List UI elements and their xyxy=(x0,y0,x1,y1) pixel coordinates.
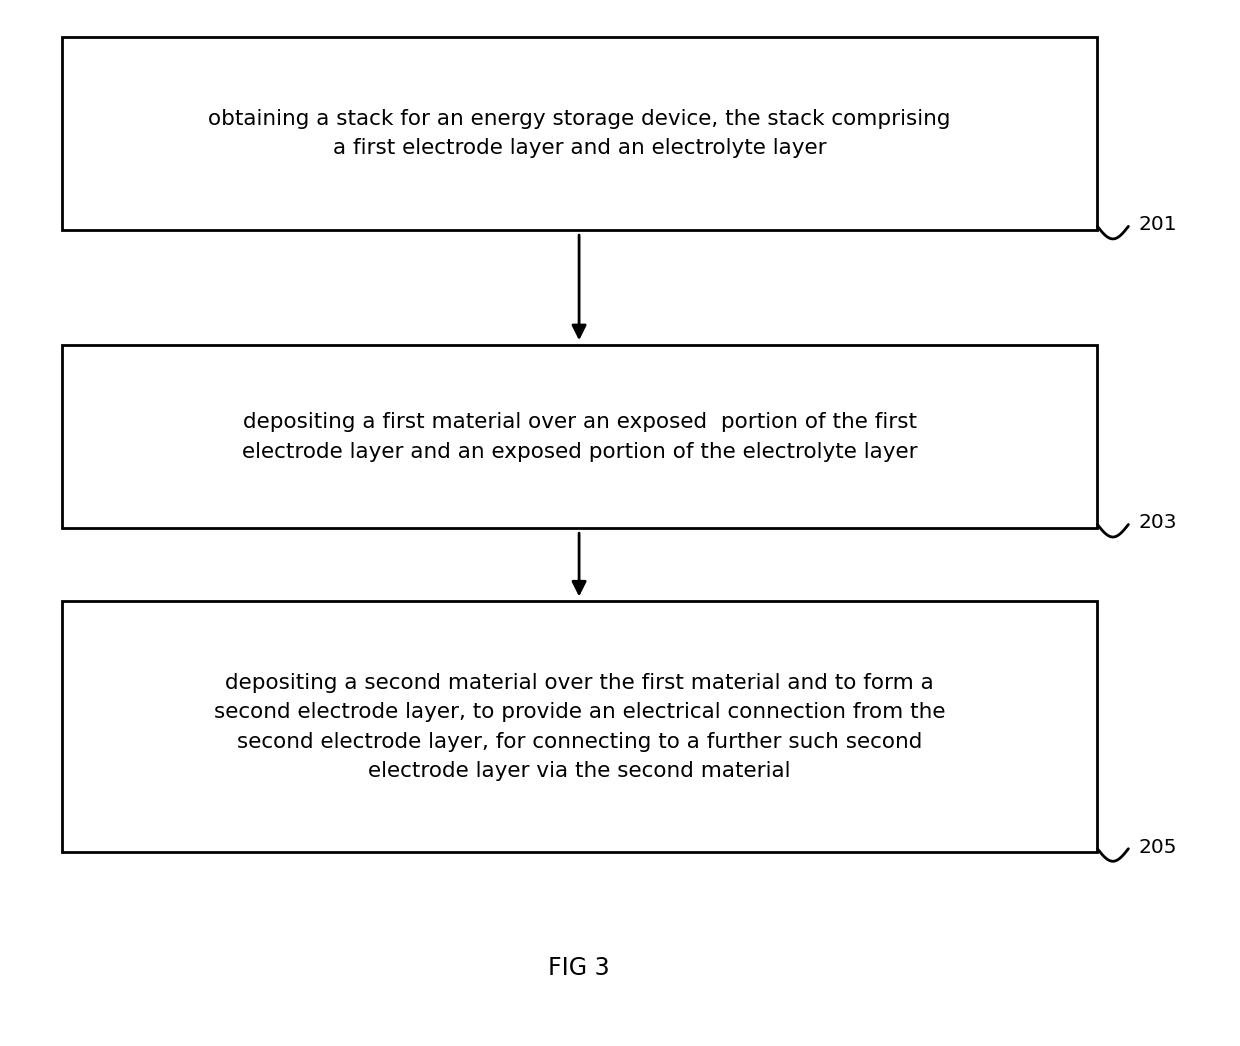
Text: 203: 203 xyxy=(1138,514,1177,532)
FancyBboxPatch shape xyxy=(62,37,1097,230)
Text: depositing a first material over an exposed  portion of the first
electrode laye: depositing a first material over an expo… xyxy=(242,412,918,461)
Text: depositing a second material over the first material and to form a
second electr: depositing a second material over the fi… xyxy=(215,673,945,781)
Text: 205: 205 xyxy=(1138,838,1177,857)
Text: 201: 201 xyxy=(1138,215,1177,234)
Text: obtaining a stack for an energy storage device, the stack comprising
a first ele: obtaining a stack for an energy storage … xyxy=(208,109,951,158)
Text: FIG 3: FIG 3 xyxy=(548,956,610,979)
FancyBboxPatch shape xyxy=(62,345,1097,528)
FancyBboxPatch shape xyxy=(62,601,1097,852)
